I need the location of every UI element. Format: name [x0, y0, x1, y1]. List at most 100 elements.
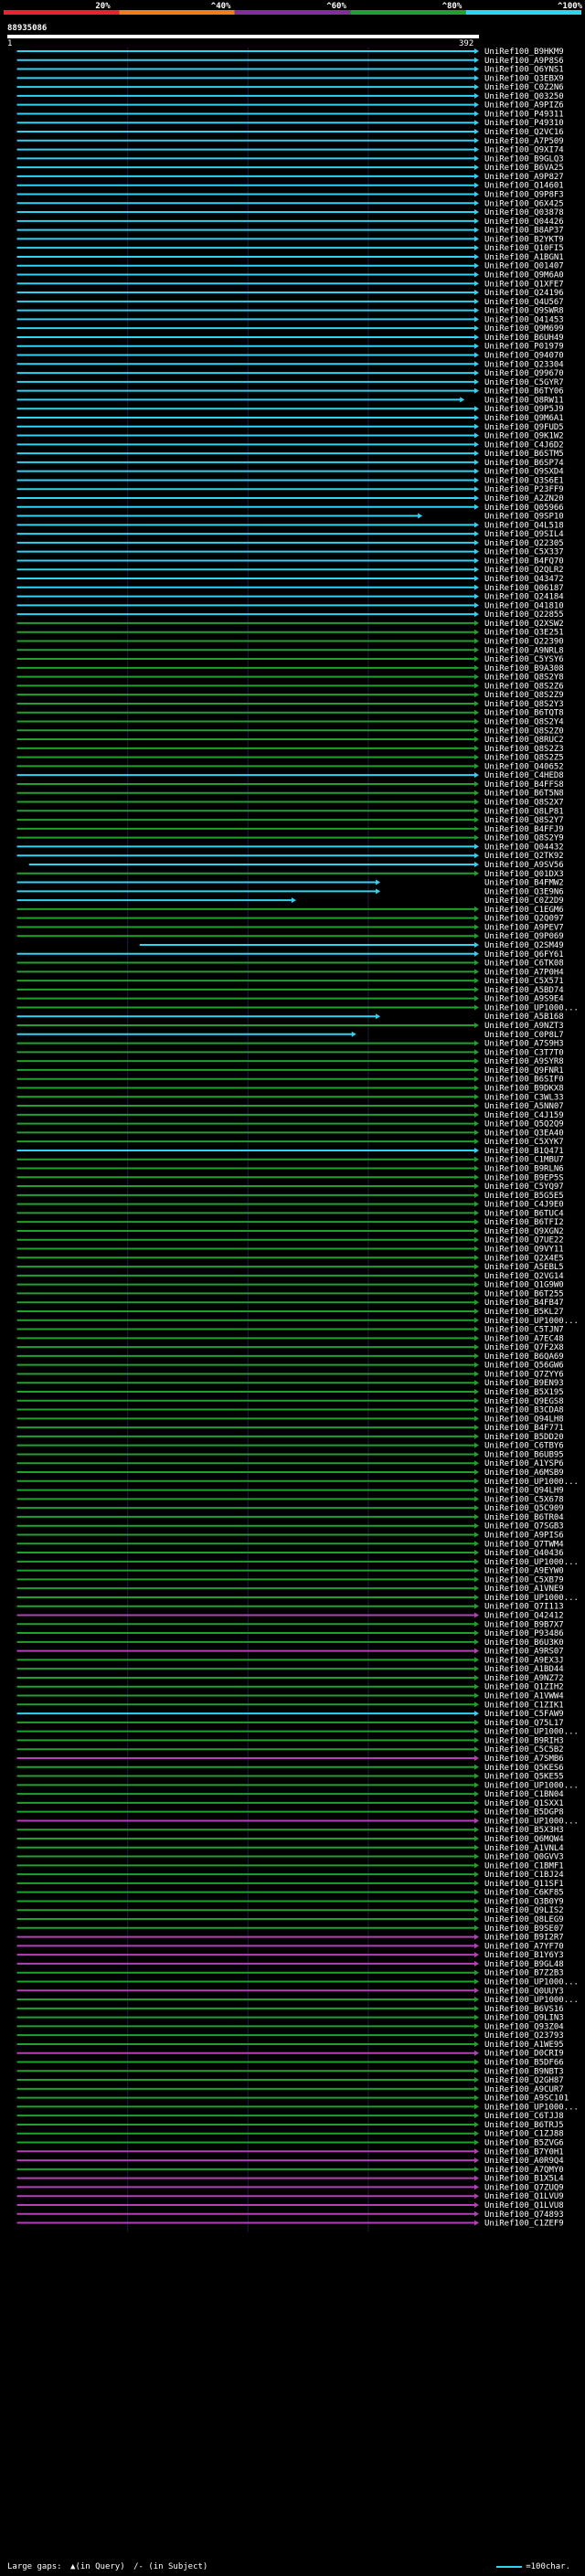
- hit-label[interactable]: UniRef100_Q93Z04: [484, 2022, 564, 2031]
- hit-label[interactable]: UniRef100_Q14601: [484, 182, 564, 191]
- hit-label[interactable]: UniRef100_B6SIF0: [484, 1076, 564, 1085]
- hit-label[interactable]: UniRef100_Q23793: [484, 2031, 564, 2041]
- hit-label[interactable]: UniRef100_Q9XI74: [484, 146, 564, 155]
- hit-label[interactable]: UniRef100_A9RS07: [484, 1648, 564, 1657]
- hit-label[interactable]: UniRef100_B6TFI2: [484, 1218, 564, 1227]
- hit-label[interactable]: UniRef100_P01979: [484, 343, 564, 352]
- hit-label[interactable]: UniRef100_A1VNE9: [484, 1585, 564, 1594]
- hit-label[interactable]: UniRef100_A7QMY0: [484, 2166, 564, 2175]
- hit-label[interactable]: UniRef100_B2YKT9: [484, 235, 564, 244]
- hit-label[interactable]: UniRef100_Q4L518: [484, 521, 564, 530]
- hit-label[interactable]: UniRef100_C4J159: [484, 1111, 564, 1120]
- hit-label[interactable]: UniRef100_Q1G9W0: [484, 1281, 564, 1290]
- hit-label[interactable]: UniRef100_Q24184: [484, 593, 564, 602]
- hit-label[interactable]: UniRef100_B7Z2B3: [484, 1969, 564, 1978]
- hit-label[interactable]: UniRef100_A1WE95: [484, 2041, 564, 2050]
- hit-label[interactable]: UniRef100_A5NN07: [484, 1102, 564, 1111]
- hit-label[interactable]: UniRef100_B9I2R7: [484, 1934, 564, 1943]
- hit-label[interactable]: UniRef100_Q6YNS1: [484, 66, 564, 75]
- hit-label[interactable]: UniRef100_C3T7T0: [484, 1048, 564, 1057]
- hit-label[interactable]: UniRef100_A9SV56: [484, 861, 564, 870]
- hit-label[interactable]: UniRef100_Q06187: [484, 584, 564, 593]
- hit-label[interactable]: UniRef100_Q5C909: [484, 1504, 564, 1513]
- hit-label[interactable]: UniRef100_Q8S2Z0: [484, 726, 564, 736]
- hit-label[interactable]: UniRef100_B9HKM9: [484, 48, 564, 57]
- hit-label[interactable]: UniRef100_C6TJJ8: [484, 2112, 564, 2121]
- hit-label[interactable]: UniRef100_Q0GVV3: [484, 1853, 564, 1862]
- hit-label[interactable]: UniRef100_C5XYK7: [484, 1138, 564, 1147]
- hit-label[interactable]: UniRef100_Q7ZYY6: [484, 1370, 564, 1379]
- hit-label[interactable]: UniRef100_Q7UE22: [484, 1236, 564, 1246]
- hit-label[interactable]: UniRef100_A7SMB6: [484, 1754, 564, 1764]
- hit-label[interactable]: UniRef100_Q2XSW2: [484, 620, 564, 629]
- hit-label[interactable]: UniRef100_D0CRI9: [484, 2050, 564, 2059]
- hit-label[interactable]: UniRef100_B4FMW2: [484, 879, 564, 888]
- hit-label[interactable]: UniRef100_Q03878: [484, 208, 564, 217]
- hit-label[interactable]: UniRef100_Q04426: [484, 217, 564, 227]
- hit-label[interactable]: UniRef100_Q8S2X7: [484, 799, 564, 808]
- hit-label[interactable]: UniRef100_Q1XFE7: [484, 280, 564, 289]
- hit-label[interactable]: UniRef100_B9B7X7: [484, 1620, 564, 1629]
- hit-label[interactable]: UniRef100_Q7I113: [484, 1603, 564, 1612]
- hit-label[interactable]: UniRef100_Q8S2Z3: [484, 745, 564, 754]
- hit-label[interactable]: UniRef100_UP1000...: [484, 1996, 579, 2005]
- hit-label[interactable]: UniRef100_B9A308: [484, 664, 564, 673]
- hit-label[interactable]: UniRef100_B7Y0H1: [484, 2147, 564, 2157]
- hit-label[interactable]: UniRef100_A5EBL5: [484, 1263, 564, 1272]
- hit-label[interactable]: UniRef100_B5ZVG6: [484, 2139, 564, 2148]
- hit-label[interactable]: UniRef100_Q7SGB3: [484, 1522, 564, 1532]
- hit-label[interactable]: UniRef100_Q9EGS8: [484, 1397, 564, 1406]
- hit-label[interactable]: UniRef100_B4FFJ9: [484, 825, 564, 834]
- hit-label[interactable]: UniRef100_B9DKX8: [484, 1084, 564, 1093]
- hit-label[interactable]: UniRef100_A9EX3J: [484, 1656, 564, 1665]
- hit-label[interactable]: UniRef100_Q8S2Z5: [484, 754, 564, 763]
- hit-label[interactable]: UniRef100_UP1000...: [484, 2103, 579, 2112]
- hit-label[interactable]: UniRef100_Q04432: [484, 843, 564, 852]
- hit-label[interactable]: UniRef100_Q8RW11: [484, 396, 564, 405]
- hit-label[interactable]: UniRef100_A7P509: [484, 137, 564, 146]
- hit-label[interactable]: UniRef100_Q7F2X8: [484, 1343, 564, 1352]
- hit-label[interactable]: UniRef100_Q23304: [484, 360, 564, 369]
- hit-label[interactable]: UniRef100_Q3EBX9: [484, 74, 564, 83]
- hit-label[interactable]: UniRef100_Q9XGN2: [484, 1227, 564, 1236]
- hit-label[interactable]: UniRef100_Q9M6A1: [484, 414, 564, 423]
- hit-label[interactable]: UniRef100_B5X195: [484, 1388, 564, 1397]
- hit-label[interactable]: UniRef100_Q10FI5: [484, 244, 564, 253]
- hit-label[interactable]: UniRef100_C0P8L7: [484, 1031, 564, 1040]
- hit-label[interactable]: UniRef100_Q8S2Y9: [484, 834, 564, 843]
- hit-label[interactable]: UniRef100_A9S9E4: [484, 995, 564, 1004]
- hit-label[interactable]: UniRef100_Q8LP81: [484, 807, 564, 816]
- hit-label[interactable]: UniRef100_Q6MQW4: [484, 1835, 564, 1844]
- hit-label[interactable]: UniRef100_C5XB79: [484, 1575, 564, 1585]
- hit-label[interactable]: UniRef100_B4FFS8: [484, 780, 564, 790]
- hit-label[interactable]: UniRef100_Q43472: [484, 575, 564, 584]
- hit-label[interactable]: UniRef100_Q3B0Y9: [484, 1897, 564, 1906]
- hit-label[interactable]: UniRef100_Q8S2Y4: [484, 718, 564, 727]
- hit-label[interactable]: UniRef100_C6TBY6: [484, 1442, 564, 1451]
- hit-label[interactable]: UniRef100_Q41810: [484, 601, 564, 610]
- hit-label[interactable]: UniRef100_Q8S2Z6: [484, 682, 564, 691]
- hit-label[interactable]: UniRef100_A6MSB9: [484, 1468, 564, 1478]
- hit-label[interactable]: UniRef100_B4FQ70: [484, 557, 564, 566]
- hit-label[interactable]: UniRef100_Q2VC16: [484, 128, 564, 137]
- hit-label[interactable]: UniRef100_Q22305: [484, 539, 564, 548]
- hit-label[interactable]: UniRef100_C1ZEF9: [484, 2220, 564, 2229]
- hit-label[interactable]: UniRef100_B4F771: [484, 1424, 564, 1433]
- hit-label[interactable]: UniRef100_A9SC101: [484, 2094, 569, 2104]
- hit-label[interactable]: UniRef100_Q75L17: [484, 1719, 564, 1728]
- hit-label[interactable]: UniRef100_A1BGN1: [484, 253, 564, 262]
- hit-label[interactable]: UniRef100_B5X3H3: [484, 1826, 564, 1835]
- hit-label[interactable]: UniRef100_Q8S2Z9: [484, 691, 564, 700]
- hit-label[interactable]: UniRef100_UP1000...: [484, 1478, 579, 1487]
- hit-label[interactable]: UniRef100_Q05966: [484, 504, 564, 513]
- hit-label[interactable]: UniRef100_B6QA69: [484, 1352, 564, 1362]
- hit-label[interactable]: UniRef100_Q1ZIH2: [484, 1683, 564, 1692]
- hit-label[interactable]: UniRef100_P49311: [484, 110, 564, 119]
- hit-label[interactable]: UniRef100_Q5Q2Q9: [484, 1120, 564, 1129]
- hit-label[interactable]: UniRef100_C5FAW9: [484, 1710, 564, 1719]
- hit-label[interactable]: UniRef100_C1BN04: [484, 1790, 564, 1799]
- hit-label[interactable]: UniRef100_Q2VG14: [484, 1272, 564, 1281]
- hit-label[interactable]: UniRef100_Q6FY61: [484, 950, 564, 959]
- hit-label[interactable]: UniRef100_A9NZT3: [484, 1022, 564, 1031]
- hit-label[interactable]: UniRef100_A9SYR8: [484, 1057, 564, 1066]
